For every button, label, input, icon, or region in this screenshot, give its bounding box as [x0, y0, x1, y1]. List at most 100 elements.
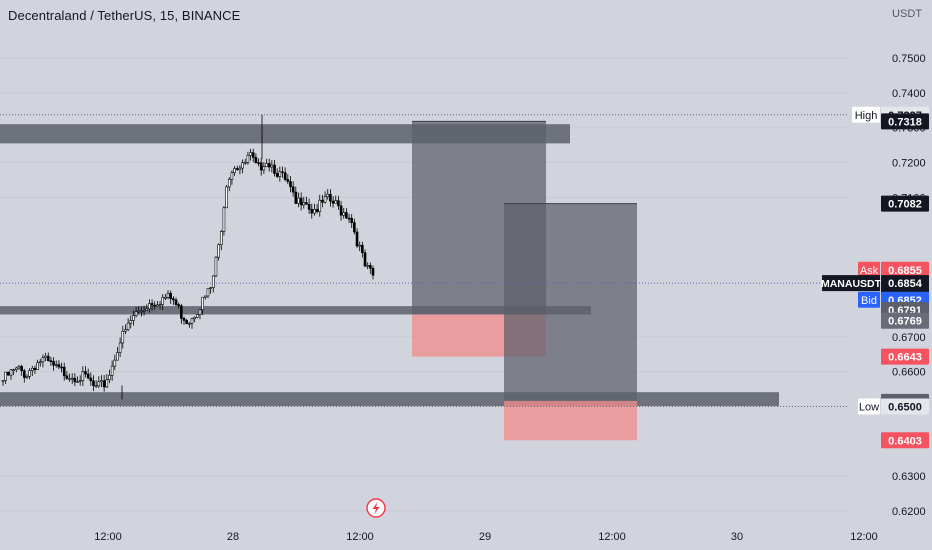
zone-2[interactable] — [0, 306, 591, 315]
candle-body — [347, 217, 351, 220]
candle-body — [233, 168, 236, 173]
target-tag-1[interactable]: 0.7318 — [881, 113, 929, 130]
candle — [331, 196, 335, 208]
candle — [22, 368, 26, 383]
candle — [243, 158, 247, 165]
target-tag-2[interactable]: 0.7082 — [881, 195, 929, 212]
candle-body — [305, 202, 308, 205]
zone-tag-2-value: 0.6769 — [888, 316, 922, 328]
low-tag[interactable]: Low 0.6500 — [858, 398, 929, 415]
candle — [318, 194, 322, 217]
candle-body — [177, 304, 180, 307]
candle — [78, 375, 82, 386]
price-axis: 0.75000.74000.73000.72000.71000.67000.66… — [892, 53, 926, 518]
symbol-label: MANAUSDT — [821, 278, 882, 290]
candle-body — [92, 380, 95, 387]
candle — [275, 168, 279, 179]
candle — [65, 371, 69, 380]
symbol-title[interactable]: Decentraland / TetherUS, 15, BINANCE — [8, 8, 241, 23]
candle-body — [353, 222, 356, 233]
candle-body — [339, 205, 343, 216]
candle — [283, 167, 287, 182]
candle-body — [60, 366, 63, 369]
candle — [164, 294, 167, 301]
stop-box-2[interactable] — [504, 400, 637, 441]
candle-body — [297, 197, 300, 204]
low-tag-value-bg — [881, 398, 929, 415]
candle-body — [180, 305, 183, 319]
stop-tag-2-value-bg — [881, 432, 929, 449]
candle — [347, 213, 351, 224]
candle-body — [182, 318, 186, 321]
target-tag-1-value: 0.7318 — [888, 116, 922, 128]
candle — [238, 165, 242, 175]
candle — [222, 206, 226, 236]
candle — [294, 186, 298, 205]
candle-body — [366, 265, 369, 267]
candle-body — [358, 244, 361, 247]
event-marker[interactable] — [366, 498, 386, 518]
quote-currency[interactable]: USDT — [892, 8, 922, 20]
candle — [148, 299, 151, 313]
candle — [70, 373, 74, 384]
candle-body — [350, 217, 354, 223]
price-tick-label: 0.6300 — [892, 471, 926, 483]
candle — [334, 195, 338, 204]
candle — [54, 360, 58, 368]
candle-body — [257, 162, 260, 164]
candle-body — [132, 315, 135, 321]
candle — [313, 203, 316, 216]
candle-body — [371, 268, 375, 276]
candle — [140, 306, 143, 317]
candle — [257, 158, 260, 167]
candle — [73, 373, 77, 387]
candle — [219, 229, 223, 251]
candle-body — [225, 186, 228, 209]
candle — [211, 275, 215, 293]
price-tags: High0.73370.73180.7082Ask0.6855MANAUSDT0… — [821, 106, 929, 449]
ask-tag-label-bg — [858, 261, 880, 278]
candle — [286, 174, 290, 185]
candle-body — [17, 365, 21, 369]
candle — [259, 158, 263, 176]
target-box-2[interactable] — [504, 203, 637, 401]
zone-3[interactable] — [0, 392, 779, 407]
target-tag-2-value-bg — [881, 195, 929, 212]
candle — [121, 325, 125, 349]
candle-body — [81, 371, 85, 381]
candle — [196, 313, 199, 319]
candle — [81, 366, 85, 387]
candle-body — [102, 380, 106, 388]
high-tag-label-bg — [852, 106, 880, 123]
candle — [281, 166, 284, 178]
candle — [57, 360, 61, 370]
candle — [92, 375, 95, 392]
candle-body — [267, 163, 271, 168]
stop-tag-2[interactable]: 0.6403 — [881, 432, 929, 449]
candle-body — [22, 370, 26, 378]
stop-tag-1[interactable]: 0.6643 — [881, 348, 929, 365]
candlesticks — [1, 114, 375, 400]
candle — [158, 301, 162, 310]
candle-body — [20, 365, 23, 372]
zone-tag-2[interactable]: 0.6769 — [881, 312, 929, 329]
candle-body — [142, 309, 146, 312]
time-tick-label: 30 — [731, 531, 743, 543]
candle — [172, 296, 175, 305]
candle — [225, 184, 228, 209]
candle — [289, 176, 292, 193]
candle-body — [204, 295, 207, 298]
candle — [169, 290, 172, 304]
candle — [4, 371, 7, 385]
candle-body — [206, 288, 210, 297]
candle-body — [273, 164, 276, 174]
candle-body — [214, 256, 218, 277]
price-tick-label: 0.6200 — [892, 506, 926, 518]
candle — [291, 181, 295, 197]
price-tick-label: 0.7200 — [892, 158, 926, 170]
candle — [153, 301, 157, 310]
candle — [142, 305, 146, 316]
ask-tag[interactable]: Ask 0.6855 — [858, 261, 929, 278]
candle-body — [9, 369, 13, 376]
